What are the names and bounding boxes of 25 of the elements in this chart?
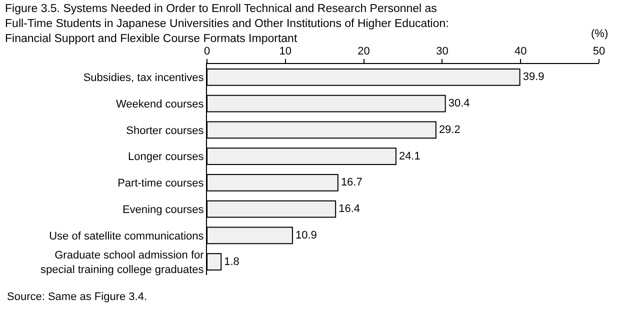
y-tick-label: Subsidies, tax incentives xyxy=(83,72,204,84)
y-tick-label: Graduate school admission for special training college graduates xyxy=(40,250,204,276)
y-tick-label: Weekend courses xyxy=(116,98,204,110)
data-label: 10.9 xyxy=(295,229,317,242)
x-tick-label: 50 xyxy=(592,46,606,58)
y-tick-label: Shorter courses xyxy=(126,124,204,137)
chart-title: Figure 3.5. Systems Needed in Order to Enroll Technical and Research Personnel as Full-Time Students in Japanese Universities and Other Institutions of Higher Education: Financial Support and Flexible Course Formats Important xyxy=(5,3,449,46)
data-label: 16.4 xyxy=(338,203,360,216)
data-label: 24.1 xyxy=(398,150,420,162)
x-axis-title: (%) xyxy=(591,28,608,40)
x-tick-label: 10 xyxy=(279,46,292,58)
x-tick-label: 30 xyxy=(436,46,448,58)
y-tick-label: Longer courses xyxy=(128,151,204,164)
data-label: 16.7 xyxy=(340,176,362,189)
x-tick-label: 0 xyxy=(204,46,210,58)
data-label: 30.4 xyxy=(448,98,470,110)
data-label: 39.9 xyxy=(522,71,544,84)
x-tick-label: 20 xyxy=(358,46,370,58)
y-tick-label: Part-time courses xyxy=(118,178,204,190)
y-tick-label: Use of satellite communications xyxy=(49,230,204,242)
source-note: Source: Same as Figure 3.4. xyxy=(7,291,148,303)
y-tick-label: Evening courses xyxy=(122,204,204,216)
data-label: 1.8 xyxy=(224,256,240,268)
x-tick-label: 40 xyxy=(514,46,527,58)
data-label: 29.2 xyxy=(438,124,460,136)
